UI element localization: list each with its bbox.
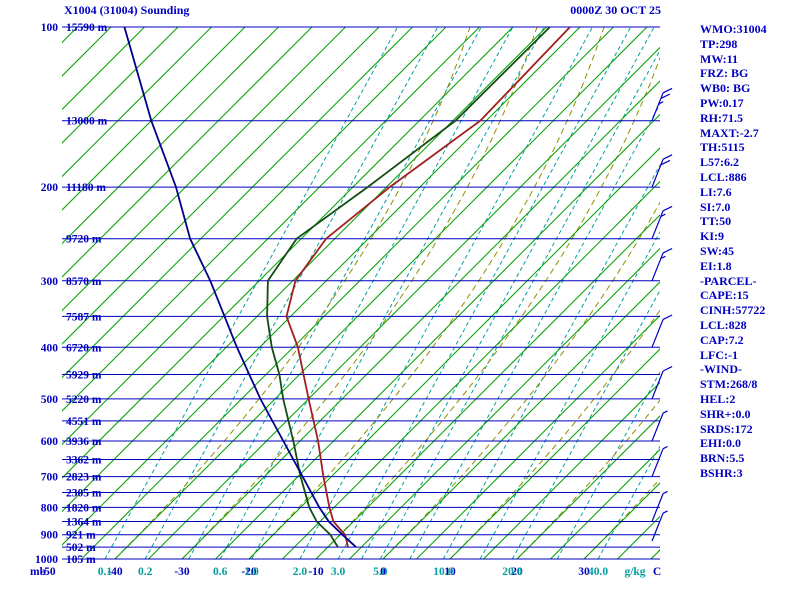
pressure-label: 700 (41, 472, 59, 484)
temp-label: 0 (380, 566, 386, 578)
pressure-label: 300 (41, 276, 59, 288)
temp-label: -20 (241, 566, 257, 578)
pressure-unit-label: mb (30, 566, 46, 578)
stat-line: STM:268/8 (700, 377, 758, 392)
mixing-ratio-label: 0.6 (213, 566, 228, 578)
height-label: 5220 m (66, 394, 102, 406)
datetime-label: 0000Z 30 OCT 25 (570, 3, 661, 17)
stat-line: -PARCEL- (700, 273, 757, 288)
stat-line: LFC:-1 (700, 347, 738, 362)
temp-label: -40 (107, 566, 123, 578)
pressure-label: 900 (41, 530, 59, 542)
stat-line: CAPE:15 (700, 288, 749, 303)
stat-line: WMO:31004 (700, 22, 767, 36)
height-label: 7587 m (66, 311, 102, 323)
stat-line: LI:7.6 (700, 184, 732, 199)
temp-label: -50 (40, 566, 56, 578)
pressure-label: 600 (41, 436, 59, 448)
stat-line: HEL:2 (700, 391, 736, 406)
isotherm-lines (62, 27, 660, 559)
height-label: 4551 m (66, 416, 102, 428)
stat-line: TT:50 (700, 214, 732, 229)
height-label: 11180 m (66, 182, 106, 194)
temp-label: -30 (174, 566, 190, 578)
pressure-label: 200 (41, 182, 59, 194)
height-label: 5929 m (66, 370, 102, 382)
mixing-ratio-label: 2.0 (293, 566, 308, 578)
mixing-ratio-label: 0.1 (98, 566, 113, 578)
curve-temperature (285, 27, 571, 548)
stat-line: SI:7.0 (700, 199, 731, 214)
curve-dewpoint (266, 27, 551, 548)
stat-line: WB0: BG (700, 81, 751, 96)
temp-unit-label: C (653, 566, 661, 578)
stat-line: FRZ: BG (700, 66, 749, 81)
temp-label: 10 (444, 566, 456, 578)
stat-line: LCL:886 (700, 169, 747, 184)
height-label: 1364 m (66, 516, 102, 528)
height-label: 3936 m (66, 436, 102, 448)
sounding-curves (123, 27, 571, 548)
stat-line: -WIND- (700, 362, 742, 377)
curve-reference-curve (123, 27, 357, 548)
stat-line: EHI:0.0 (700, 436, 742, 451)
height-label: 921 m (66, 530, 96, 542)
stat-line: TH:5115 (700, 140, 745, 155)
stat-line: L57:6.2 (700, 155, 739, 170)
pressure-label: 1000 (35, 554, 58, 566)
height-label: 6720 m (66, 342, 102, 354)
mixing-unit-label: g/kg (624, 566, 645, 578)
mixing-ratio-label: 3.0 (331, 566, 346, 578)
stat-line: SHR+:0.0 (700, 406, 751, 421)
stat-line: TP:298 (700, 36, 738, 51)
pressure-label: 100 (41, 22, 59, 34)
height-label: 105 m (66, 554, 96, 566)
mixing-ratio-label: 1.0 (244, 566, 259, 578)
pressure-label: 400 (41, 342, 59, 354)
stat-line: CINH:57722 (700, 303, 766, 318)
stat-line: BRN:5.5 (700, 451, 745, 466)
stat-line: MW:11 (700, 51, 738, 66)
mixing-ratio-label: 40.0 (588, 566, 608, 578)
mixing-ratio-lines (104, 27, 660, 559)
pressure-label: 800 (41, 502, 59, 514)
temp-label: 20 (511, 566, 523, 578)
wind-barbs (651, 87, 673, 542)
height-label: 1820 m (66, 502, 102, 514)
stat-line: SW:45 (700, 243, 735, 258)
height-label: 13000 m (66, 116, 108, 128)
stat-line: LCL:828 (700, 317, 747, 332)
stat-line: EI:1.8 (700, 258, 732, 273)
height-label: 3362 m (66, 454, 102, 466)
temp-label: 30 (578, 566, 590, 578)
height-label: 2823 m (66, 472, 102, 484)
pressure-label: 500 (41, 394, 59, 406)
adiabat-lines (114, 27, 660, 559)
temp-label: -10 (308, 566, 324, 578)
height-label: 9720 m (66, 234, 102, 246)
mixing-ratio-label: 10.0 (433, 566, 453, 578)
stat-line: RH:71.5 (700, 110, 743, 125)
height-label: 8570 m (66, 276, 102, 288)
stats-panel: WMO:31004 TP:298 MW:11 FRZ: BG WB0: BG PW:0.1… (700, 22, 798, 481)
mixing-ratio-label: 5.0 (373, 566, 388, 578)
stat-line: KI:9 (700, 229, 724, 244)
stat-line: MAXT:-2.7 (700, 125, 759, 140)
stat-line: CAP:7.2 (700, 332, 744, 347)
height-label: 502 m (66, 542, 96, 554)
height-label: 15590 m (66, 22, 108, 34)
stat-line: SRDS:172 (700, 421, 753, 436)
isobar-lines (62, 26, 660, 560)
stat-line: BSHR:3 (700, 465, 743, 480)
mixing-ratio-label: 0.2 (138, 566, 153, 578)
mixing-ratio-label: 20.0 (502, 566, 522, 578)
stat-line: PW:0.17 (700, 95, 744, 110)
height-label: 2305 m (66, 488, 102, 500)
page-title: X1004 (31004) Sounding (64, 3, 190, 17)
